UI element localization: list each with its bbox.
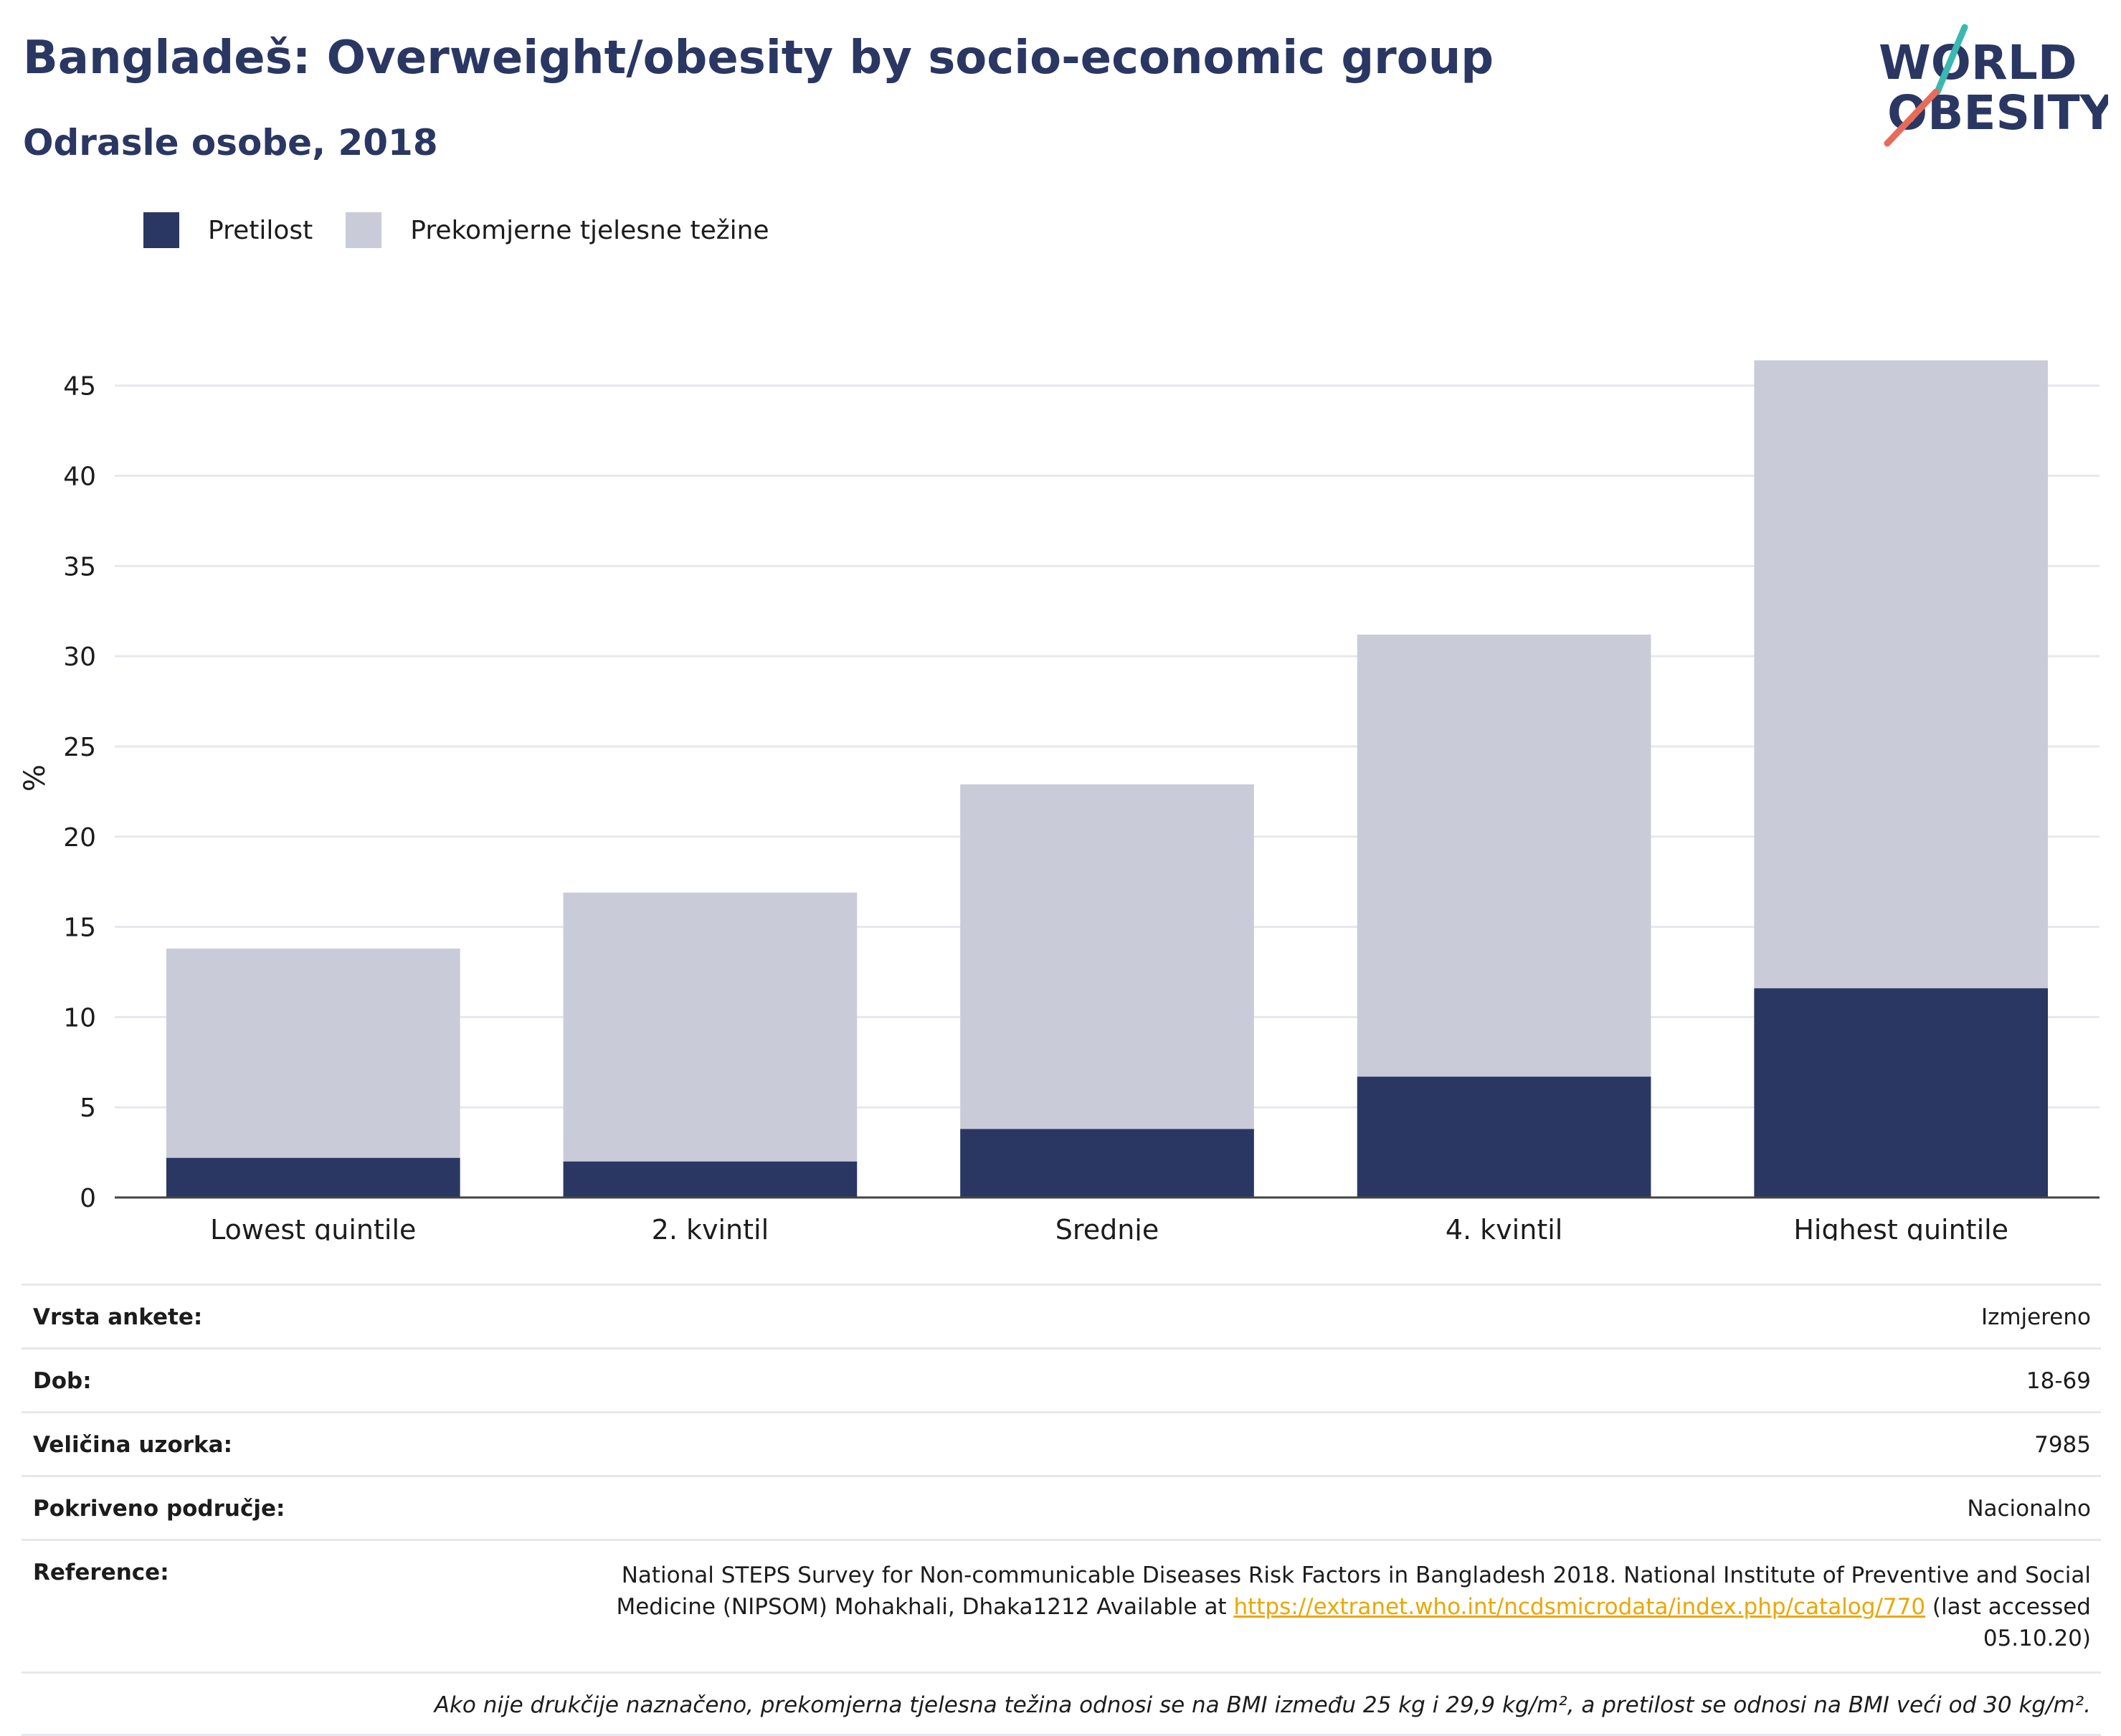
legend-item-obesity[interactable]: Pretilost: [143, 212, 313, 248]
info-row-reference: Reference: National STEPS Survey for Non…: [22, 1539, 2101, 1671]
chart-subtitle: Odrasle osobe, 2018: [23, 122, 438, 163]
y-tick-label: 5: [80, 1094, 96, 1123]
x-tick-label: Lowest quintile: [210, 1214, 416, 1241]
bars: [166, 360, 2049, 1197]
footnote: Ako nije drukčije naznačeno, prekomjerna…: [22, 1671, 2101, 1736]
reference-text-before: National STEPS Survey for Non-communicab…: [616, 1562, 2091, 1620]
y-tick-label: 0: [80, 1184, 96, 1213]
info-label: Reference:: [33, 1560, 169, 1585]
reference-text-after: (last accessed 05.10.20): [1925, 1594, 2091, 1651]
x-tick-label: 4. kvintil: [1446, 1214, 1563, 1241]
info-label: Veličina uzorka:: [33, 1432, 232, 1458]
y-tick-label: 40: [63, 463, 96, 492]
y-tick-label: 15: [63, 914, 96, 943]
bar-obesity: [166, 1157, 460, 1197]
info-label: Vrsta ankete:: [33, 1304, 203, 1330]
logo-slash-coral: [1884, 88, 1940, 147]
bar-overweight: [1754, 360, 2049, 989]
info-row-sample-size: Veličina uzorka: 7985: [22, 1411, 2101, 1475]
y-axis-title: %: [19, 764, 52, 792]
y-tick-label: 30: [63, 642, 96, 672]
world-obesity-logo: WORLD OBESITY: [1879, 24, 2108, 147]
legend-label-overweight: Prekomjerne tjelesne težine: [410, 215, 769, 245]
logo-text-world: WORLD: [1879, 35, 2077, 90]
info-value: Izmjereno: [1980, 1304, 2091, 1330]
info-label: Pokriveno područje:: [33, 1496, 285, 1522]
y-tick-label: 10: [63, 1003, 96, 1033]
chart-title: Bangladeš: Overweight/obesity by socio-e…: [23, 32, 1494, 85]
reference-link[interactable]: https://extranet.who.int/ncdsmicrodata/i…: [1233, 1594, 1926, 1620]
info-row-survey-type: Vrsta ankete: Izmjereno: [22, 1284, 2101, 1347]
logo-slash-teal: [1934, 24, 1968, 95]
info-value: 7985: [2034, 1432, 2091, 1458]
x-tick-label: Srednje: [1055, 1214, 1159, 1241]
info-row-age: Dob: 18-69: [22, 1347, 2101, 1411]
bar-obesity: [563, 1161, 858, 1197]
logo-text-obesity: OBESITY: [1887, 85, 2108, 141]
bar-obesity: [1754, 988, 2049, 1197]
info-value: 18-69: [2026, 1368, 2091, 1394]
y-tick-label: 45: [63, 372, 96, 402]
stacked-bar-chart: 0 5 10 15 20 25 30 35 40 45% Lowest quintile 2. kvi…: [19, 360, 2099, 1241]
bar-obesity: [960, 1129, 1254, 1197]
reference-text: National STEPS Survey for Non-communicab…: [585, 1560, 2091, 1654]
bar-overweight: [1357, 634, 1651, 1077]
legend-item-overweight[interactable]: Prekomjerne tjelesne težine: [346, 212, 769, 248]
x-tick-label: 2. kvintil: [652, 1214, 769, 1241]
info-row-coverage: Pokriveno područje: Nacionalno: [22, 1475, 2101, 1539]
chart-legend: Pretilost Prekomjerne tjelesne težine: [143, 212, 802, 248]
bar-overweight: [563, 892, 858, 1162]
info-value: Nacionalno: [1967, 1496, 2091, 1522]
legend-label-obesity: Pretilost: [208, 215, 313, 245]
legend-swatch-obesity: [143, 212, 179, 248]
y-tick-label: 35: [63, 552, 96, 582]
bar-obesity: [1357, 1076, 1651, 1197]
axes: 0 5 10 15 20 25 30 35 40 45% Lowest quintile 2. kvi…: [19, 372, 2099, 1241]
info-label: Dob:: [33, 1368, 92, 1394]
x-tick-label: Highest quintile: [1793, 1214, 2008, 1241]
legend-swatch-overweight: [346, 212, 382, 248]
bar-overweight: [166, 948, 460, 1158]
y-tick-label: 20: [63, 823, 96, 853]
y-tick-label: 25: [63, 733, 96, 762]
bar-overweight: [960, 784, 1254, 1129]
survey-info-table: Vrsta ankete: Izmjereno Dob: 18-69 Velič…: [22, 1284, 2101, 1736]
